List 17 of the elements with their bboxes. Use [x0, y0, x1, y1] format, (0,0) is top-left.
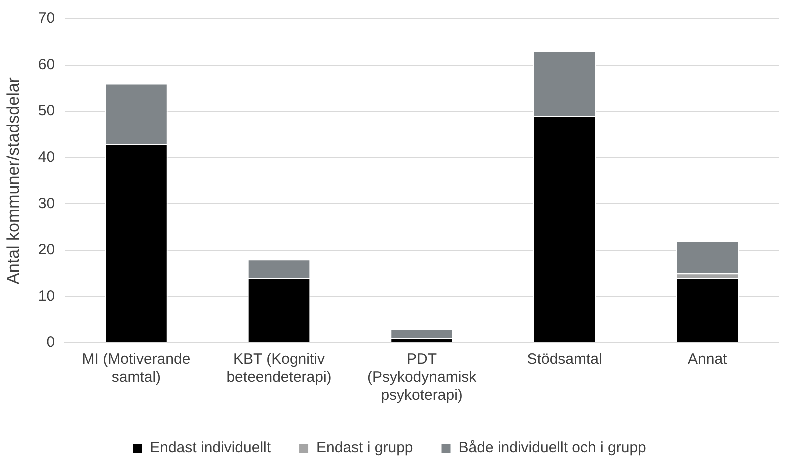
y-tick-label: 20 — [38, 242, 56, 259]
legend-label: Endast i grupp — [316, 440, 414, 457]
y-tick-label: 60 — [38, 56, 56, 74]
y-tick-label: 40 — [38, 149, 56, 166]
x-tick-label: PDT (Psykodynamisk psykoterapi) — [367, 351, 478, 404]
x-tick-label: KBT (Kognitiv beteendeterapi) — [226, 351, 332, 386]
y-tick-label: 10 — [38, 288, 56, 305]
y-tick-label: 50 — [38, 102, 56, 120]
x-tick-label: Annat — [688, 351, 728, 368]
y-tick-label: 30 — [38, 195, 56, 212]
y-tick-label: 0 — [46, 334, 56, 352]
y-tick-label: 70 — [38, 10, 56, 28]
x-tick-label: MI (Motiverande samtal) — [82, 351, 191, 386]
x-tick-label: Stödsamtal — [527, 351, 602, 368]
y-axis-title: Antal kommuner/stadsdelar — [4, 77, 23, 284]
legend-label: Endast individuellt — [150, 440, 272, 457]
legend-label: Både individuellt och i grupp — [458, 440, 646, 457]
